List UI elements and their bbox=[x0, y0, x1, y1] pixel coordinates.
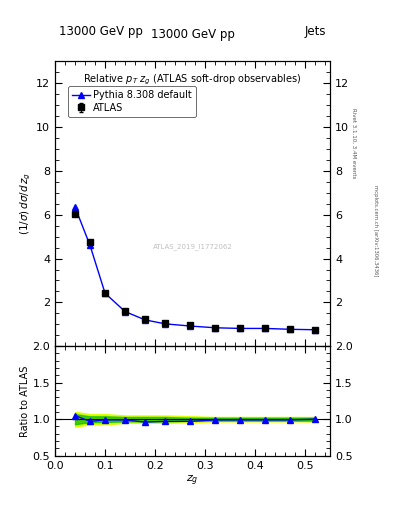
Pythia 8.308 default bbox=[263, 325, 268, 331]
Pythia 8.308 default bbox=[123, 309, 127, 315]
Pythia 8.308 default bbox=[213, 325, 217, 331]
Legend: Pythia 8.308 default, ATLAS: Pythia 8.308 default, ATLAS bbox=[68, 86, 196, 117]
Pythia 8.308 default bbox=[163, 321, 167, 327]
Pythia 8.308 default bbox=[73, 204, 77, 210]
Text: mcplots.cern.ch [arXiv:1306.3436]: mcplots.cern.ch [arXiv:1306.3436] bbox=[373, 185, 378, 276]
Text: Relative $p_T$ $z_g$ (ATLAS soft-drop observables): Relative $p_T$ $z_g$ (ATLAS soft-drop ob… bbox=[83, 73, 302, 87]
Line: Pythia 8.308 default: Pythia 8.308 default bbox=[72, 204, 318, 332]
X-axis label: $z_g$: $z_g$ bbox=[186, 473, 199, 488]
Text: Jets: Jets bbox=[305, 26, 326, 38]
Text: 13000 GeV pp: 13000 GeV pp bbox=[151, 28, 235, 41]
Text: 13000 GeV pp: 13000 GeV pp bbox=[59, 26, 143, 38]
Text: ATLAS_2019_I1772062: ATLAS_2019_I1772062 bbox=[153, 243, 232, 250]
Pythia 8.308 default bbox=[143, 317, 147, 323]
Pythia 8.308 default bbox=[188, 323, 193, 329]
Y-axis label: $(1/\sigma)\,d\sigma/d\,z_g$: $(1/\sigma)\,d\sigma/d\,z_g$ bbox=[19, 172, 33, 236]
Y-axis label: Ratio to ATLAS: Ratio to ATLAS bbox=[20, 365, 29, 437]
Pythia 8.308 default bbox=[103, 290, 107, 296]
Pythia 8.308 default bbox=[313, 327, 318, 333]
Pythia 8.308 default bbox=[238, 325, 242, 331]
Pythia 8.308 default bbox=[288, 326, 292, 332]
Text: Rivet 3.1.10, 3.4M events: Rivet 3.1.10, 3.4M events bbox=[351, 108, 356, 179]
Pythia 8.308 default bbox=[88, 242, 92, 248]
